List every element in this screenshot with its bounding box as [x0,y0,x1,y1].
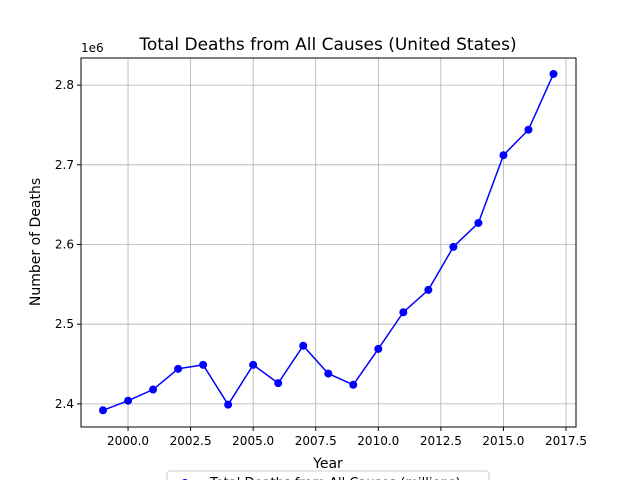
y-offset-label: 1e6 [81,41,104,55]
data-point [249,360,258,369]
data-point [299,341,308,350]
x-tick-label: 2005.0 [232,434,274,448]
data-point [499,151,508,160]
y-tick-label: 2.8 [55,78,74,92]
data-point [99,406,108,415]
legend-box [166,470,490,480]
data-point [174,364,183,373]
x-tick-label: 2015.0 [482,434,524,448]
legend-label: Total Deaths from All Causes (millions) [209,476,461,480]
data-point [474,218,483,227]
x-axis-label: Year [312,456,343,472]
y-axis-label: Number of Deaths [28,178,44,306]
y-tick-label: 2.6 [55,237,74,251]
x-tick-label: 2010.0 [357,434,399,448]
y-tick-label: 2.4 [55,397,74,411]
y-tick-label: 2.5 [55,317,74,331]
data-point [124,396,133,405]
chart-title: Total Deaths from All Causes (United Sta… [138,35,516,55]
data-point [374,344,383,353]
data-point [549,69,558,78]
plot-frame [80,57,577,428]
x-tick-label: 2017.5 [545,434,587,448]
x-tick-label: 2012.5 [420,434,462,448]
data-point [524,125,533,134]
series-line [102,73,555,411]
data-point [324,369,333,378]
data-point [449,242,458,251]
data-point [274,379,283,388]
data-point [349,380,358,389]
x-tick-label: 2002.5 [170,434,212,448]
data-point [224,400,233,409]
x-tick-label: 2007.5 [295,434,337,448]
y-tick-label: 2.7 [55,158,74,172]
legend: Total Deaths from All Causes (millions) [166,470,490,480]
data-point [199,360,208,369]
data-point [149,385,158,394]
data-point [424,285,433,294]
x-tick-label: 2000.0 [107,434,149,448]
data-point [399,308,408,317]
